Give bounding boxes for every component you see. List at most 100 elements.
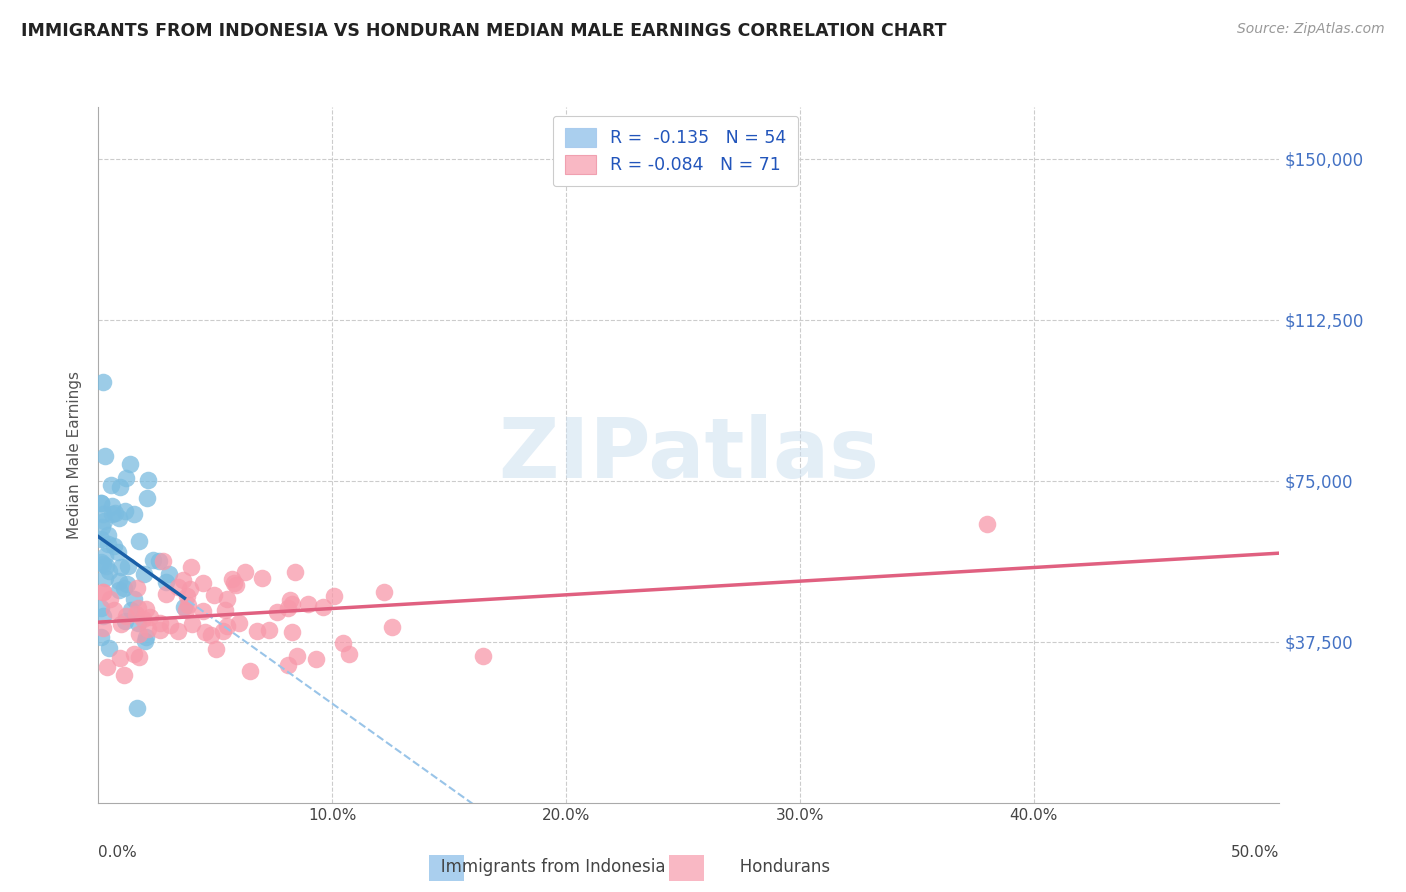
Point [120, 602, 142, 616]
Point [212, 624, 235, 638]
Point [101, 507, 124, 521]
Point [277, 657, 299, 672]
Point [225, 578, 247, 592]
Point [172, 573, 194, 587]
Point [128, 650, 150, 665]
Point [127, 701, 149, 715]
Point [110, 651, 132, 665]
Point [280, 592, 302, 607]
Point [167, 624, 190, 638]
Point [90, 520, 112, 534]
Point [117, 559, 139, 574]
Point [90, 555, 112, 569]
Text: 50.0%: 50.0% [1232, 845, 1279, 860]
Point [214, 602, 236, 616]
Point [115, 470, 138, 484]
Legend: R =  -0.135   N = 54, R = -0.084   N = 71: R = -0.135 N = 54, R = -0.084 N = 71 [553, 116, 799, 186]
Point [322, 590, 344, 604]
Point [285, 649, 308, 664]
Text: IMMIGRANTS FROM INDONESIA VS HONDURAN MEDIAN MALE EARNINGS CORRELATION CHART: IMMIGRANTS FROM INDONESIA VS HONDURAN ME… [21, 22, 946, 40]
Point [193, 604, 215, 618]
Point [135, 491, 157, 506]
Point [90, 630, 112, 644]
Point [136, 622, 159, 636]
Point [96, 660, 118, 674]
Point [166, 580, 188, 594]
Point [176, 590, 198, 604]
Point [152, 554, 174, 568]
Point [112, 667, 135, 681]
Point [193, 624, 215, 639]
Point [180, 560, 202, 574]
Point [122, 591, 145, 606]
Point [135, 602, 157, 616]
Point [142, 553, 165, 567]
Point [127, 615, 149, 630]
Point [173, 599, 195, 614]
Point [110, 616, 132, 631]
Point [127, 601, 149, 615]
Point [97, 527, 120, 541]
Point [90, 601, 112, 615]
Point [103, 539, 125, 553]
Point [297, 597, 319, 611]
Point [228, 615, 250, 630]
Point [98, 592, 121, 607]
Point [281, 625, 304, 640]
Point [976, 516, 998, 531]
Point [215, 592, 238, 607]
Point [202, 588, 225, 602]
Text: Source: ZipAtlas.com: Source: ZipAtlas.com [1237, 22, 1385, 37]
Point [246, 624, 269, 639]
Point [91, 507, 114, 521]
Point [181, 617, 204, 632]
Point [107, 545, 129, 559]
Point [155, 574, 177, 589]
Point [94, 558, 117, 573]
Point [312, 600, 335, 615]
Text: Immigrants from Indonesia: Immigrants from Indonesia [404, 858, 665, 876]
Text: 0.0%: 0.0% [98, 845, 138, 860]
Point [159, 618, 181, 632]
Point [179, 582, 201, 596]
Point [107, 583, 129, 598]
Point [110, 559, 132, 574]
Point [93, 571, 115, 585]
Point [98, 641, 121, 656]
Point [122, 647, 145, 661]
Point [114, 504, 136, 518]
Point [174, 603, 197, 617]
Point [239, 664, 262, 678]
Point [110, 480, 132, 494]
Point [128, 627, 150, 641]
Point [100, 478, 122, 492]
Point [305, 652, 328, 666]
Point [112, 582, 135, 596]
Point [114, 614, 136, 628]
Point [233, 565, 256, 579]
Point [90, 533, 112, 547]
Point [257, 623, 280, 637]
Point [149, 623, 172, 637]
Point [155, 587, 177, 601]
Point [107, 511, 129, 525]
Point [125, 581, 148, 595]
Point [108, 574, 131, 588]
Point [97, 537, 120, 551]
Point [337, 647, 360, 661]
Point [284, 566, 307, 580]
Point [472, 649, 495, 664]
Point [91, 585, 114, 599]
Point [373, 585, 395, 599]
Point [91, 585, 114, 599]
Point [177, 598, 200, 612]
Point [104, 506, 127, 520]
Point [204, 642, 226, 657]
Text: Hondurans: Hondurans [703, 858, 830, 876]
Point [134, 567, 156, 582]
Point [91, 621, 114, 635]
Point [103, 603, 125, 617]
Point [124, 508, 146, 522]
Point [281, 597, 304, 611]
Point [149, 615, 172, 630]
